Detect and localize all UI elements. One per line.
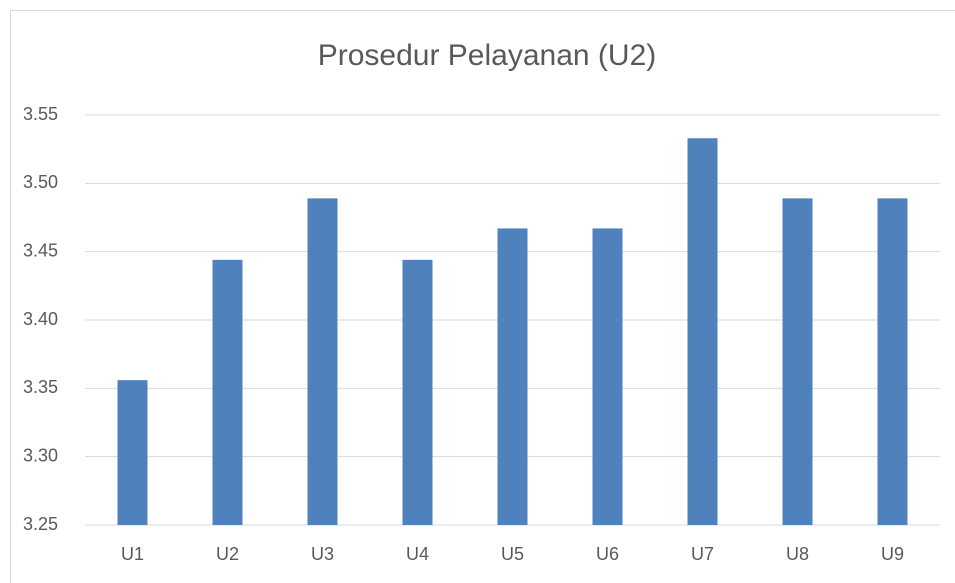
bar xyxy=(782,198,813,525)
y-tick-label: 3.45 xyxy=(23,240,58,260)
y-tick-label: 3.35 xyxy=(23,377,58,397)
bar xyxy=(497,228,528,525)
y-tick-label: 3.25 xyxy=(23,514,58,534)
bar xyxy=(687,138,718,525)
y-tick-label: 3.40 xyxy=(23,309,58,329)
bar xyxy=(307,198,338,525)
chart-frame xyxy=(10,10,955,583)
x-tick-label: U8 xyxy=(786,544,809,564)
bar xyxy=(402,259,433,525)
x-tick-label: U2 xyxy=(216,544,239,564)
x-tick-label: U1 xyxy=(121,544,144,564)
bar xyxy=(117,380,148,525)
y-tick-label: 3.50 xyxy=(23,172,58,192)
bar xyxy=(592,228,623,525)
x-tick-label: U3 xyxy=(311,544,334,564)
x-tick-label: U4 xyxy=(406,544,429,564)
x-tick-label: U9 xyxy=(881,544,904,564)
x-tick-label: U6 xyxy=(596,544,619,564)
x-tick-label: U7 xyxy=(691,544,714,564)
x-tick-label: U5 xyxy=(501,544,524,564)
bar xyxy=(212,259,243,525)
y-tick-label: 3.30 xyxy=(23,445,58,465)
chart-title: Prosedur Pelayanan (U2) xyxy=(318,39,657,72)
y-tick-label: 3.55 xyxy=(23,104,58,124)
bar xyxy=(877,198,908,525)
